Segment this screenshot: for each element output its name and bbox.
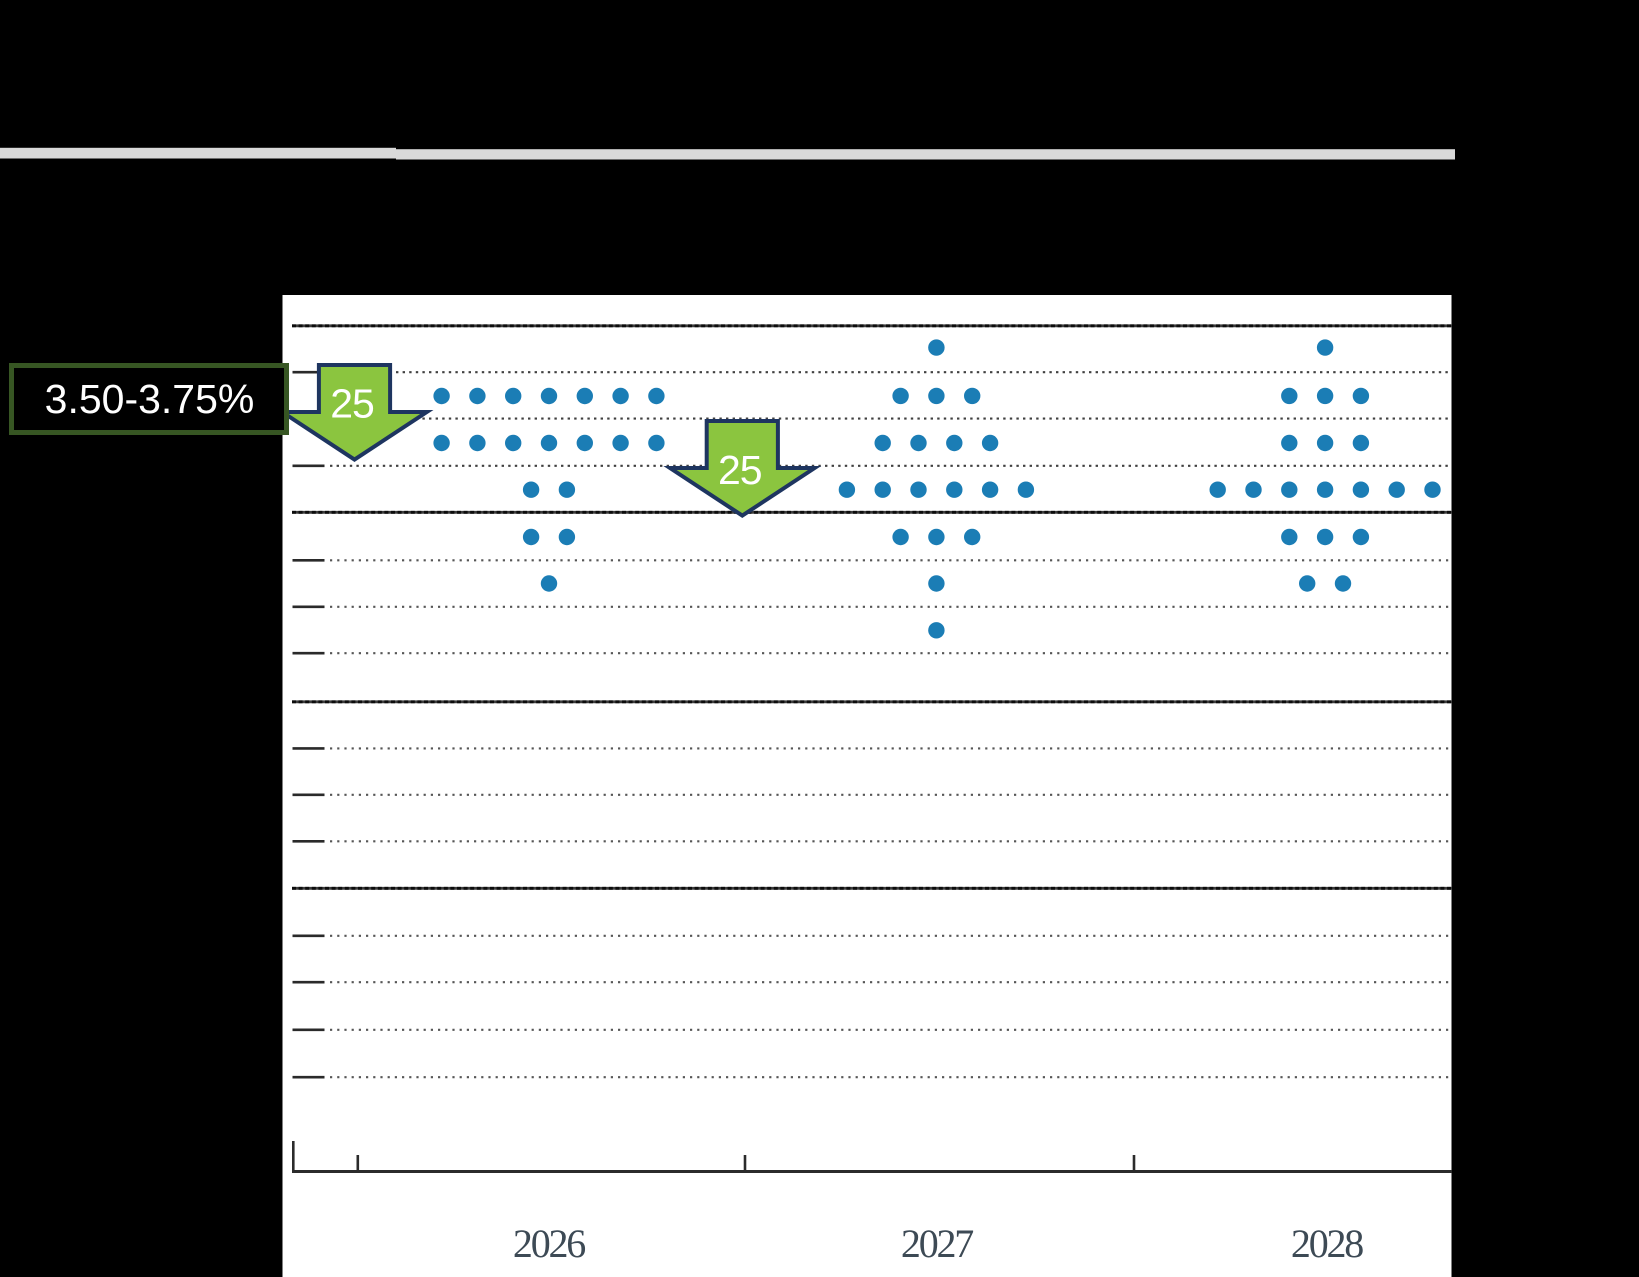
svg-text:25: 25 bbox=[330, 381, 374, 427]
svg-text:3.50-3.75%: 3.50-3.75% bbox=[45, 376, 255, 422]
svg-text:2028: 2028 bbox=[1291, 1221, 1363, 1266]
svg-text:25: 25 bbox=[718, 447, 762, 493]
svg-text:2026: 2026 bbox=[513, 1221, 585, 1266]
svg-text:2027: 2027 bbox=[901, 1221, 973, 1266]
